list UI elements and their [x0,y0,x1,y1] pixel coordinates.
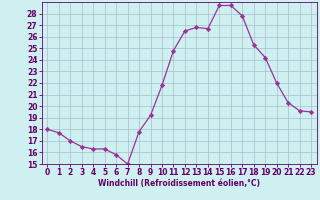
X-axis label: Windchill (Refroidissement éolien,°C): Windchill (Refroidissement éolien,°C) [98,179,260,188]
